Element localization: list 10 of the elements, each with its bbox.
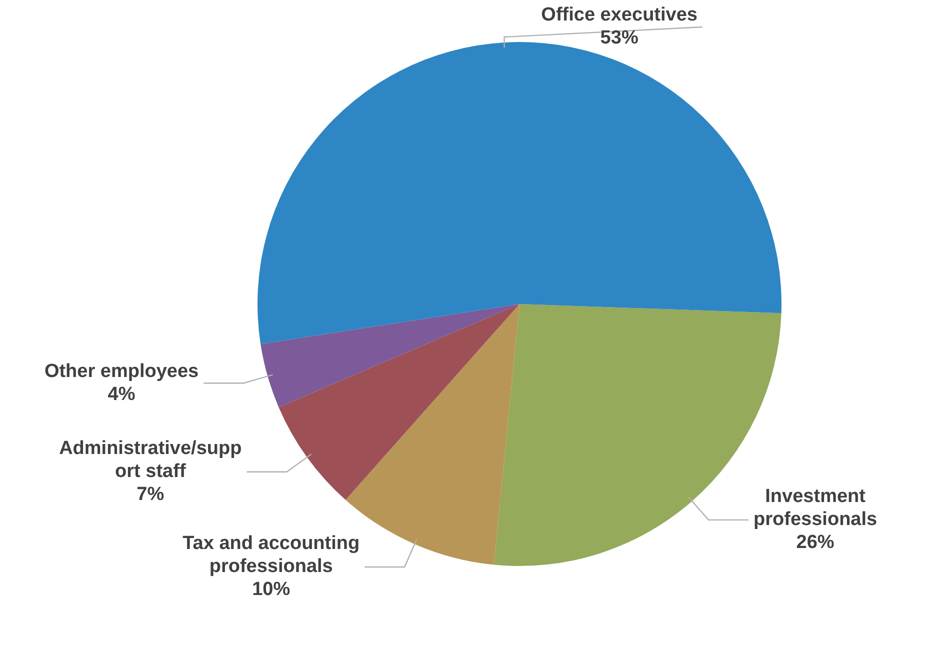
data-label: 7% xyxy=(136,484,164,506)
data-label: 4% xyxy=(108,384,136,405)
slice-label: Other employees xyxy=(44,360,199,382)
data-label: 26% xyxy=(796,532,834,554)
slice-label: Office executives xyxy=(541,4,698,26)
data-label: 10% xyxy=(252,579,290,600)
data-label: 53% xyxy=(600,28,638,49)
slice-label: Investment professionals xyxy=(754,486,878,530)
slice-label: Tax and accounting professionals xyxy=(182,533,360,578)
slice-label: Administrative/support staff xyxy=(59,438,242,482)
